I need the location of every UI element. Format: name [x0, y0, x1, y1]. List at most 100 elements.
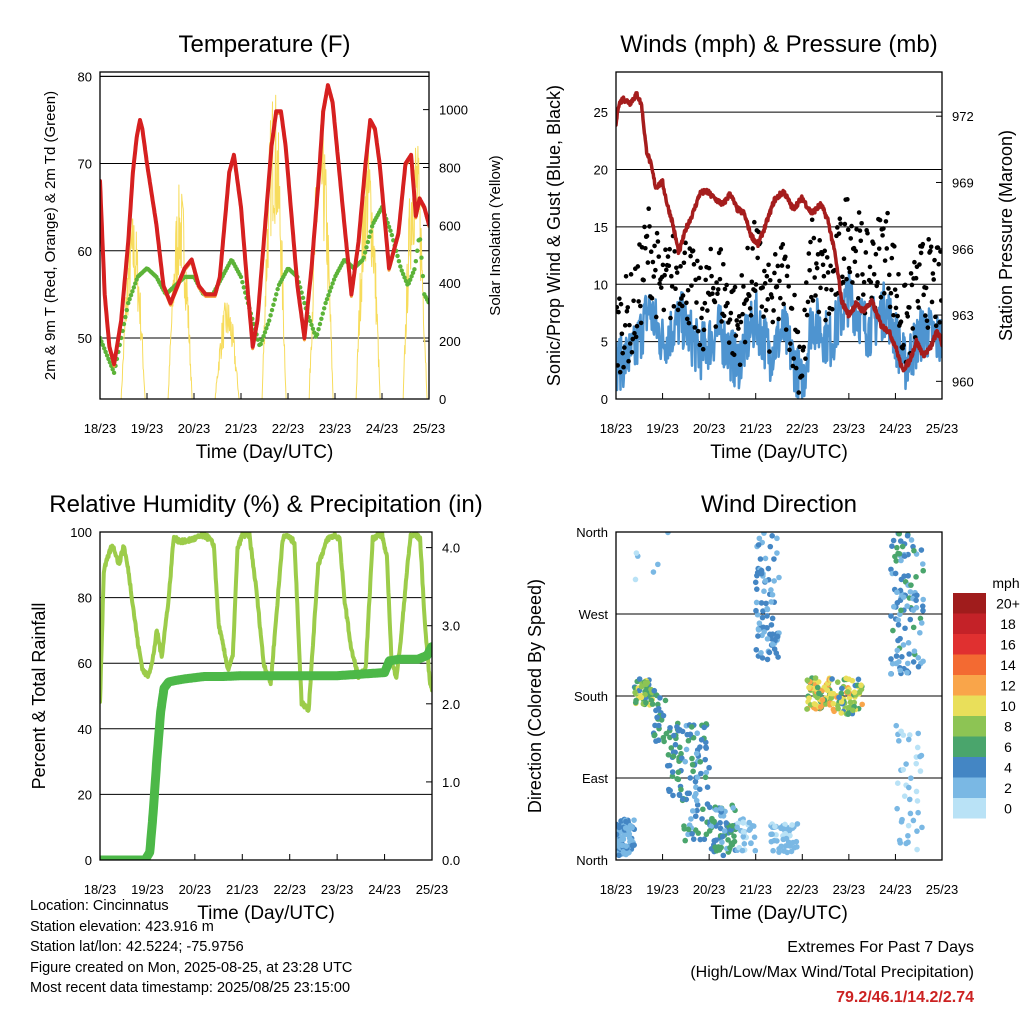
wind-direction-point — [898, 728, 904, 735]
gust-point — [668, 315, 673, 321]
gust-point — [710, 285, 716, 291]
direction-ylabel: Direction (Colored By Speed) — [525, 579, 545, 813]
temperature-xtick-label: 24/23 — [366, 421, 399, 436]
gust-point — [924, 318, 930, 324]
gust-point — [629, 350, 635, 355]
wind-direction-point — [774, 633, 781, 640]
wind-direction-point — [618, 818, 624, 824]
wind-direction-point — [845, 704, 851, 711]
dewpoint-point — [362, 250, 368, 255]
wind-direction-point — [772, 823, 778, 830]
wind-direction-point — [914, 592, 920, 599]
gust-point — [763, 307, 769, 313]
gust-point — [850, 280, 855, 285]
gust-point — [824, 255, 830, 260]
wind-direction-point — [719, 833, 726, 840]
wind-direction-point — [782, 821, 788, 828]
gust-point — [931, 277, 937, 282]
wind-direction-point — [728, 840, 735, 847]
wind-direction-point — [836, 694, 842, 701]
rh_precip-ytick-right-label: 2.0 — [442, 697, 460, 712]
temperature-ytick-right-label: 600 — [439, 218, 461, 233]
gust-point — [920, 241, 926, 247]
gust-point — [844, 276, 849, 282]
wind-direction-point — [914, 828, 920, 834]
dewpoint-point — [238, 274, 244, 280]
gust-point — [908, 271, 914, 276]
wind-direction-point — [858, 686, 865, 693]
temperature-ytick-right-label: 800 — [439, 160, 461, 175]
gust-point — [695, 258, 700, 264]
gust-point — [671, 304, 677, 309]
gust-point — [840, 274, 845, 280]
rh_precip-ytick-label: 100 — [70, 525, 92, 540]
wind-direction-point — [669, 769, 676, 775]
gust-point — [801, 344, 807, 350]
dewpoint-point — [368, 229, 373, 234]
wind-direction-point — [771, 837, 778, 844]
wind-direction-point — [689, 808, 696, 814]
wind-direction-point — [658, 717, 665, 723]
gust-point — [855, 296, 861, 301]
wind-direction-point — [898, 557, 904, 564]
wind-direction-point — [908, 537, 915, 543]
wind-direction-point — [694, 774, 701, 780]
dewpoint-point — [399, 268, 404, 273]
rh_precip-ytick-label: 20 — [78, 787, 92, 802]
gust-point — [937, 320, 942, 325]
gust-point — [736, 326, 741, 331]
dewpoint-point — [268, 313, 273, 318]
dewpoint-point — [107, 360, 113, 365]
gust-point — [721, 261, 726, 267]
dewpoint-point — [100, 339, 104, 344]
gust-point — [806, 251, 812, 256]
gust-point — [846, 265, 852, 271]
wind-direction-point — [688, 816, 694, 822]
gust-point — [663, 267, 669, 273]
wind-direction-point — [655, 561, 661, 568]
wind_pressure-title: Winds (mph) & Pressure (mb) — [620, 31, 937, 58]
gust-point — [809, 217, 815, 223]
wind-direction-point — [816, 690, 822, 697]
gust-point — [847, 269, 853, 275]
wind-direction-points — [616, 532, 927, 859]
gust-point — [775, 263, 781, 269]
wind-direction-point — [661, 738, 667, 745]
gust-point — [621, 364, 626, 370]
gust-point — [783, 254, 788, 260]
dewpoint-point — [130, 289, 135, 294]
gust-point — [724, 282, 729, 288]
gust-point — [938, 298, 942, 303]
gust-point — [653, 267, 658, 273]
gust-point — [915, 298, 921, 304]
gust-point — [829, 306, 835, 312]
temperature-ytick-label: 50 — [78, 331, 92, 346]
wind_direction-xtick-label: 19/23 — [646, 882, 679, 897]
gust-point — [770, 319, 776, 325]
rh_precip-xlabel: Time (Day/UTC) — [197, 903, 335, 924]
dewpoint-point — [241, 285, 247, 290]
wind_pressure-xtick-label: 20/23 — [693, 421, 726, 436]
gust-point — [661, 307, 667, 313]
wind-direction-point — [753, 607, 759, 614]
gust-point — [923, 285, 929, 291]
wind-direction-point — [708, 823, 715, 830]
rh-series — [100, 532, 432, 713]
wind-direction-point — [899, 816, 905, 823]
gust-point — [733, 333, 739, 338]
rh_precip-ytick-label: 80 — [78, 591, 92, 606]
gust-point — [774, 284, 780, 289]
legend-label: 6 — [1004, 739, 1012, 755]
wind_direction-ytick-label: West — [579, 607, 609, 622]
wind-direction-point — [665, 532, 671, 536]
wind-direction-point — [907, 616, 914, 623]
dewpoint-point — [389, 232, 395, 238]
wind-direction-point — [817, 704, 824, 710]
wind_direction-xtick-label: 18/23 — [600, 882, 633, 897]
gust-point — [616, 304, 620, 310]
wind-direction-point — [740, 833, 747, 840]
gust-point — [678, 264, 683, 269]
wind-direction-point — [632, 689, 638, 696]
extremes-panel: Extremes For Past 7 Days (High/Low/Max W… — [690, 935, 974, 1010]
gust-point — [627, 341, 633, 346]
